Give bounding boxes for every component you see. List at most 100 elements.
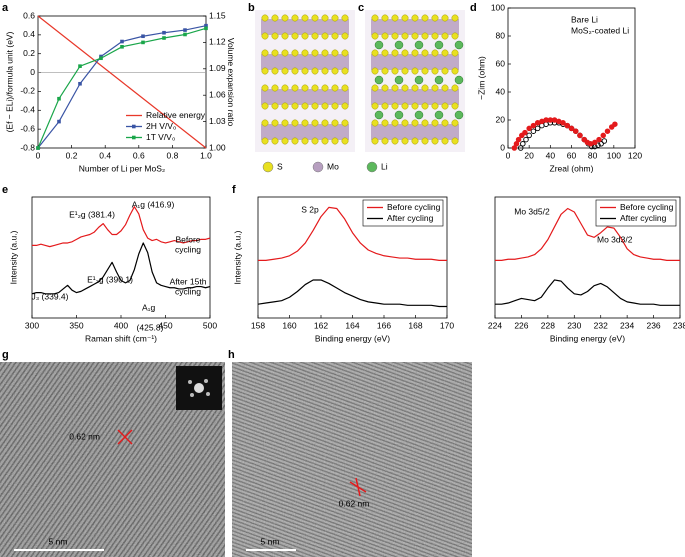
legend-label: 1T V/V₀ bbox=[146, 132, 176, 142]
s-atom bbox=[261, 32, 269, 40]
x-tick-label: 60 bbox=[567, 150, 577, 160]
panel-label: f bbox=[232, 184, 236, 196]
s-atom bbox=[441, 119, 449, 127]
point-marker bbox=[204, 26, 208, 31]
x-tick-label: 236 bbox=[646, 320, 660, 330]
annotation: S 2p bbox=[301, 204, 319, 214]
y-tick-label: 0.6 bbox=[23, 10, 35, 20]
s-atom bbox=[341, 102, 349, 110]
s-atom bbox=[371, 49, 379, 57]
s-atom bbox=[301, 84, 309, 92]
s-atom bbox=[441, 32, 449, 40]
point-marker bbox=[162, 30, 166, 35]
legend-box bbox=[595, 199, 677, 227]
s-atom bbox=[261, 67, 269, 75]
s-atom bbox=[321, 102, 329, 110]
y-tick-label: 40 bbox=[496, 86, 506, 96]
mo-layer bbox=[371, 19, 459, 35]
s-atom bbox=[401, 84, 409, 92]
li-atom bbox=[454, 75, 464, 85]
legend-label: MoS₂-coated Li bbox=[571, 25, 629, 35]
s-atom bbox=[421, 49, 429, 57]
x-tick-label: 0 bbox=[36, 150, 41, 160]
x-tick-label: 160 bbox=[282, 320, 296, 330]
s-atom bbox=[291, 137, 299, 145]
x-tick-label: 168 bbox=[408, 320, 422, 330]
s-atom bbox=[291, 67, 299, 75]
x-tick-label: 40 bbox=[546, 150, 556, 160]
s-atom bbox=[291, 49, 299, 57]
s-atom bbox=[431, 49, 439, 57]
s-atom bbox=[381, 137, 389, 145]
s-atom bbox=[341, 137, 349, 145]
scatter-point bbox=[596, 136, 602, 143]
s-atom bbox=[451, 137, 459, 145]
scatter-point bbox=[600, 132, 607, 139]
s-atom bbox=[421, 102, 429, 110]
x-tick-label: 80 bbox=[588, 150, 598, 160]
s-atom bbox=[311, 137, 319, 145]
mo-layer bbox=[371, 89, 459, 105]
scatter-point bbox=[517, 145, 524, 151]
measurement: 0.62 nm bbox=[69, 431, 100, 441]
s-atom bbox=[341, 119, 349, 127]
legend-swatch bbox=[312, 161, 324, 173]
scatter-point bbox=[511, 145, 518, 151]
annotation: (425.8) bbox=[137, 322, 164, 332]
legend-label: S bbox=[277, 161, 283, 171]
y-tick-label: -0.6 bbox=[20, 123, 35, 133]
x-tick-label: 1.0 bbox=[200, 150, 212, 160]
legend-label: After cycling bbox=[387, 213, 434, 223]
mo-layer bbox=[261, 89, 349, 105]
s-atom bbox=[371, 119, 379, 127]
y-axis-label: −Zim (ohm) bbox=[476, 56, 486, 100]
x-tick-label: 226 bbox=[514, 320, 528, 330]
series-line bbox=[37, 15, 207, 149]
point-marker bbox=[36, 146, 40, 150]
s-atom bbox=[321, 84, 329, 92]
y2-tick-label: 1.00 bbox=[209, 142, 226, 152]
s-atom bbox=[371, 32, 379, 40]
s-atom bbox=[261, 49, 269, 57]
x-tick-label: 158 bbox=[251, 320, 265, 330]
series-line bbox=[495, 279, 680, 306]
legend-label: Li bbox=[381, 161, 388, 171]
li-atom bbox=[374, 40, 384, 50]
scatter-point bbox=[601, 138, 608, 144]
annotation: After 15th bbox=[170, 276, 207, 286]
y2-axis-label: Volume expansion ratio bbox=[226, 38, 236, 127]
s-atom bbox=[421, 137, 429, 145]
s-atom bbox=[261, 84, 269, 92]
s-atom bbox=[381, 14, 389, 22]
point-marker bbox=[162, 36, 166, 40]
panel-label: c bbox=[358, 2, 364, 14]
s-atom bbox=[421, 119, 429, 127]
y-tick-label: 0 bbox=[500, 142, 505, 152]
s-atom bbox=[441, 137, 449, 145]
s-atom bbox=[261, 119, 269, 127]
s-atom bbox=[371, 14, 379, 22]
s-atom bbox=[431, 137, 439, 145]
x-axis-label: Number of Li per MoS₂ bbox=[79, 163, 165, 173]
s-atom bbox=[381, 49, 389, 57]
s-atom bbox=[291, 84, 299, 92]
s-atom bbox=[381, 102, 389, 110]
s-atom bbox=[331, 84, 339, 92]
x-tick-label: 0 bbox=[506, 150, 511, 160]
s-atom bbox=[261, 14, 269, 22]
scatter-point bbox=[568, 125, 575, 132]
s-atom bbox=[411, 67, 419, 75]
s-atom bbox=[281, 84, 289, 92]
s-atom bbox=[321, 137, 329, 145]
scatter-point bbox=[612, 121, 618, 127]
s-atom bbox=[451, 49, 459, 57]
s-atom bbox=[281, 14, 289, 22]
s-atom bbox=[371, 84, 379, 92]
panel-label: h bbox=[228, 349, 235, 361]
x-axis-label: Binding energy (eV) bbox=[315, 333, 390, 343]
li-atom bbox=[394, 110, 404, 120]
s-atom bbox=[271, 67, 279, 75]
y2-tick-label: 1.15 bbox=[209, 10, 226, 20]
s-atom bbox=[291, 102, 299, 110]
scatter-point bbox=[523, 136, 529, 143]
